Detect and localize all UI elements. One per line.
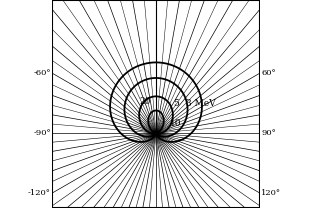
Text: 5: 5 xyxy=(173,99,179,109)
Text: 10: 10 xyxy=(170,119,182,128)
Text: 60°: 60° xyxy=(261,69,276,77)
Text: -90°: -90° xyxy=(33,129,51,137)
Text: -120°: -120° xyxy=(28,189,51,197)
Text: 120°: 120° xyxy=(261,189,281,197)
Text: 20: 20 xyxy=(140,97,151,106)
Text: -60°: -60° xyxy=(33,69,51,77)
Text: 90°: 90° xyxy=(261,129,276,137)
Text: 3 MeV: 3 MeV xyxy=(186,99,216,109)
